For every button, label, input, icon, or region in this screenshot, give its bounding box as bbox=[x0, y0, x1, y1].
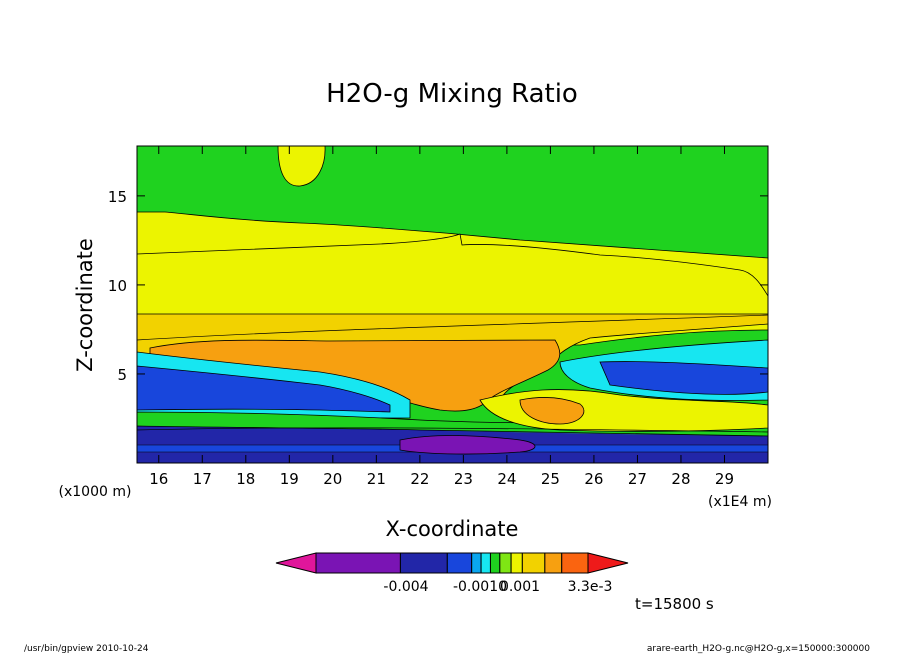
colorbar-swatch bbox=[499, 552, 512, 574]
colorbar-tick-label: -0.0010 bbox=[453, 579, 507, 595]
plot-area bbox=[136, 145, 769, 464]
x-unit-right: (x1E4 m) bbox=[708, 494, 772, 510]
colorbar-swatch bbox=[561, 552, 589, 574]
x-tick-label: 24 bbox=[497, 470, 516, 488]
x-tick-label: 16 bbox=[149, 470, 168, 488]
x-tick-label: 23 bbox=[454, 470, 473, 488]
plot-frame bbox=[136, 145, 769, 464]
colorbar-high-arrow bbox=[587, 552, 629, 574]
purple-pocket bbox=[399, 435, 536, 455]
colorbar bbox=[275, 552, 629, 574]
colorbar-tick-label: 0.001 bbox=[500, 579, 540, 595]
x-tick-label: 21 bbox=[367, 470, 386, 488]
upper-yellow-blob bbox=[277, 146, 326, 187]
x-unit-left: (x1000 m) bbox=[59, 484, 132, 500]
colorbar-swatch bbox=[399, 552, 448, 574]
x-tick-label: 27 bbox=[628, 470, 647, 488]
left-blue-band bbox=[137, 365, 391, 413]
x-tick-label: 18 bbox=[236, 470, 255, 488]
contour-line bbox=[137, 427, 768, 433]
colorbar-swatch bbox=[544, 552, 563, 574]
colorbar-swatch bbox=[315, 552, 401, 574]
colorbar-low-arrow bbox=[275, 552, 317, 574]
x-tick-label: 28 bbox=[671, 470, 690, 488]
footer-left: /usr/bin/gpview 2010-10-24 bbox=[24, 644, 149, 654]
x-axis-label: X-coordinate bbox=[386, 517, 519, 541]
chart-title: H2O-g Mixing Ratio bbox=[326, 79, 578, 109]
colorbar-swatch bbox=[489, 552, 501, 574]
lower-orange-patch bbox=[519, 396, 585, 425]
x-axis: 16 17 18 19 20 21 22 23 24 25 26 27 28 29 bbox=[149, 146, 734, 488]
y-axis: 5 10 15 bbox=[108, 188, 768, 384]
contour-line bbox=[137, 314, 768, 341]
blue-right-band bbox=[599, 361, 768, 395]
x-tick-label: 19 bbox=[280, 470, 299, 488]
x-tick-label: 22 bbox=[410, 470, 429, 488]
y-tick-label: 5 bbox=[117, 366, 127, 384]
y-tick-label: 15 bbox=[108, 188, 127, 206]
colorbar-tick-label: -0.004 bbox=[383, 579, 428, 595]
x-tick-label: 29 bbox=[715, 470, 734, 488]
y-tick-label: 10 bbox=[108, 277, 127, 295]
time-label: t=15800 s bbox=[635, 595, 714, 613]
colorbar-swatch bbox=[471, 552, 482, 574]
colorbar-swatch bbox=[446, 552, 473, 574]
x-tick-label: 26 bbox=[584, 470, 603, 488]
colorbar-swatch bbox=[521, 552, 546, 574]
x-tick-label: 25 bbox=[541, 470, 560, 488]
x-tick-label: 20 bbox=[323, 470, 342, 488]
colorbar-swatch bbox=[480, 552, 491, 574]
colorbar-tick-label: 3.3e-3 bbox=[568, 579, 613, 595]
y-axis-label: Z-coordinate bbox=[73, 238, 97, 372]
x-tick-label: 17 bbox=[193, 470, 212, 488]
footer-right: arare-earth_H2O-g.nc@H2O-g,x=150000:3000… bbox=[647, 644, 870, 654]
colorbar-swatch bbox=[510, 552, 523, 574]
